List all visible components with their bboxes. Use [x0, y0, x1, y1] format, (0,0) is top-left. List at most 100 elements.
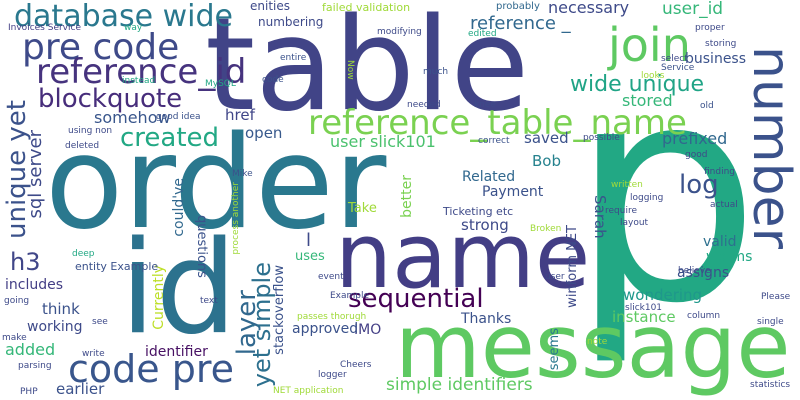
cloud-word: edited: [468, 30, 497, 39]
cloud-word: valid: [703, 235, 737, 249]
cloud-word: Ticketing etc: [443, 206, 513, 217]
cloud-word: user_id: [662, 1, 723, 18]
cloud-word: Invoices Service: [8, 24, 81, 33]
cloud-word: Related: [462, 170, 515, 184]
cloud-word: logging: [630, 194, 663, 203]
cloud-word: single: [757, 318, 784, 327]
cloud-word: created: [120, 125, 219, 151]
cloud-word: uses: [295, 250, 325, 263]
cloud-word: Payment: [482, 185, 543, 199]
cloud-word: require: [605, 207, 637, 216]
cloud-word: looks: [641, 72, 664, 81]
cloud-word: layout: [620, 219, 648, 228]
cloud-word: wondering: [623, 288, 702, 303]
cloud-word: needed: [407, 101, 441, 110]
cloud-word: Sarah: [592, 195, 607, 239]
cloud-word: h3: [10, 250, 40, 274]
cloud-word: modifying: [377, 28, 422, 37]
cloud-word: storing: [705, 40, 736, 49]
cloud-word: text: [200, 297, 218, 306]
cloud-word: knee: [474, 101, 496, 110]
cloud-word: necessary: [548, 0, 629, 16]
cloud-word: yet simple: [250, 262, 274, 387]
cloud-word: MySQL: [205, 80, 236, 89]
cloud-word: logger: [318, 371, 347, 380]
cloud-word: PHP: [20, 388, 38, 397]
cloud-word: stored: [622, 93, 673, 109]
cloud-word: actual: [710, 201, 738, 210]
cloud-word: much: [423, 68, 448, 77]
cloud-word: Bob: [532, 154, 561, 169]
cloud-word: passes thorugh: [297, 313, 366, 322]
cloud-word: strong: [461, 218, 509, 233]
cloud-word: approved: [292, 322, 358, 336]
cloud-word: l: [306, 232, 311, 250]
cloud-word: earlier: [56, 382, 104, 397]
cloud-word: way: [124, 24, 142, 33]
cloud-word: href: [225, 108, 255, 123]
cloud-word: worms: [706, 250, 752, 264]
cloud-word: winform NET: [566, 225, 579, 308]
cloud-word: make: [2, 334, 27, 343]
cloud-word: Currently: [152, 265, 166, 330]
cloud-word: entity Example: [75, 261, 158, 272]
cloud-word: Take: [348, 202, 377, 215]
cloud-word: Broken: [530, 225, 561, 234]
cloud-word: prefixed: [662, 131, 727, 147]
cloud-word: possible: [583, 134, 620, 143]
cloud-word: proper: [695, 24, 725, 33]
cloud-word: entire: [280, 54, 306, 63]
cloud-word: seems: [548, 328, 561, 370]
cloud-word: user slick101: [330, 134, 436, 150]
cloud-word: deep: [72, 250, 95, 259]
cloud-word: Now: [345, 60, 354, 80]
cloud-word: questions: [195, 215, 208, 278]
cloud-word: good: [685, 151, 707, 160]
cloud-word: note: [587, 338, 607, 347]
cloud-word: statistics: [750, 381, 790, 390]
cloud-word: going: [4, 297, 29, 306]
cloud-word: using non: [68, 127, 112, 136]
cloud-word: user: [545, 273, 565, 282]
cloud-word: NET application: [273, 387, 343, 396]
cloud-word: Cheers: [340, 361, 371, 370]
cloud-word: probably: [496, 2, 540, 12]
cloud-word: write: [82, 350, 105, 359]
cloud-word: process another: [232, 182, 241, 255]
cloud-word: parsing: [18, 362, 52, 371]
cloud-word: Thanks: [461, 312, 511, 326]
cloud-word: believe: [678, 267, 711, 276]
cloud-word: slick101: [625, 304, 662, 313]
cloud-word: identifier: [145, 345, 208, 359]
cloud-word: working: [27, 320, 83, 334]
cloud-word: Example: [330, 292, 369, 301]
cloud-word: column: [687, 312, 720, 321]
cloud-word: Mike: [232, 170, 253, 179]
cloud-word: think: [42, 302, 80, 317]
cloud-word: Service: [661, 64, 694, 73]
cloud-word: deleted: [65, 142, 99, 151]
cloud-word: saved: [524, 131, 569, 146]
cloud-word: old: [700, 102, 714, 111]
cloud-word: number: [745, 46, 797, 249]
cloud-word: id: [120, 225, 237, 353]
cloud-word: see: [92, 318, 108, 327]
cloud-word: includes: [5, 278, 63, 292]
cloud-word: enities: [250, 0, 290, 12]
cloud-word: finding: [704, 168, 735, 177]
cloud-word: Please: [761, 293, 790, 302]
cloud-word: could've: [172, 178, 186, 237]
cloud-word: open: [245, 126, 282, 141]
cloud-word: numbering: [258, 16, 323, 28]
cloud-word: correct: [478, 137, 510, 146]
cloud-word: instead: [122, 77, 155, 86]
cloud-word: written: [611, 181, 643, 190]
cloud-word: simple identifiers: [386, 377, 533, 394]
cloud-word: good idea: [156, 113, 201, 122]
cloud-word: sql server: [27, 130, 45, 219]
cloud-word: better: [400, 175, 414, 218]
cloud-word: stackoverflow: [273, 265, 286, 355]
cloud-word: code: [262, 76, 284, 85]
cloud-word: event: [318, 273, 344, 282]
cloud-word: failed validation: [322, 2, 410, 13]
